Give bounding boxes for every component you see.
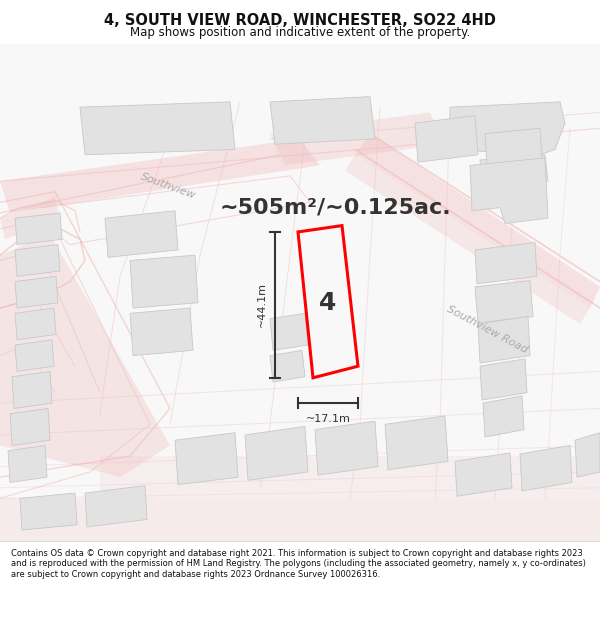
Text: Southview Road: Southview Road xyxy=(445,304,529,355)
Polygon shape xyxy=(480,155,548,186)
Polygon shape xyxy=(270,313,308,351)
Polygon shape xyxy=(15,244,60,276)
Polygon shape xyxy=(245,426,308,481)
Polygon shape xyxy=(100,456,600,498)
Polygon shape xyxy=(175,432,238,484)
Polygon shape xyxy=(475,281,533,323)
Polygon shape xyxy=(455,453,512,496)
Polygon shape xyxy=(0,139,320,213)
Polygon shape xyxy=(385,416,448,470)
Text: ~17.1m: ~17.1m xyxy=(305,414,350,424)
Polygon shape xyxy=(12,371,52,409)
Polygon shape xyxy=(483,396,524,437)
Polygon shape xyxy=(478,316,530,363)
Text: Map shows position and indicative extent of the property.: Map shows position and indicative extent… xyxy=(130,26,470,39)
Polygon shape xyxy=(315,421,378,475)
Polygon shape xyxy=(270,351,305,382)
Polygon shape xyxy=(520,446,572,491)
Text: Southview: Southview xyxy=(139,172,197,201)
Polygon shape xyxy=(345,155,590,324)
Polygon shape xyxy=(480,359,527,400)
Polygon shape xyxy=(470,158,548,224)
Polygon shape xyxy=(270,97,375,144)
Polygon shape xyxy=(0,197,60,239)
Polygon shape xyxy=(0,498,600,541)
Polygon shape xyxy=(485,128,542,166)
Text: 4: 4 xyxy=(319,291,337,315)
Polygon shape xyxy=(130,308,193,356)
Polygon shape xyxy=(415,116,478,162)
Polygon shape xyxy=(85,486,147,527)
Polygon shape xyxy=(270,112,445,166)
Polygon shape xyxy=(15,340,54,371)
Text: ~505m²/~0.125ac.: ~505m²/~0.125ac. xyxy=(220,198,452,217)
Polygon shape xyxy=(80,102,235,155)
Text: 4, SOUTH VIEW ROAD, WINCHESTER, SO22 4HD: 4, SOUTH VIEW ROAD, WINCHESTER, SO22 4HD xyxy=(104,13,496,28)
Polygon shape xyxy=(15,213,62,244)
Polygon shape xyxy=(575,432,600,478)
Polygon shape xyxy=(15,308,56,340)
Text: Contains OS data © Crown copyright and database right 2021. This information is : Contains OS data © Crown copyright and d… xyxy=(11,549,586,579)
Polygon shape xyxy=(15,276,58,308)
Polygon shape xyxy=(8,446,47,483)
Polygon shape xyxy=(20,493,77,530)
Text: ~44.1m: ~44.1m xyxy=(257,282,267,328)
Polygon shape xyxy=(355,134,600,308)
Polygon shape xyxy=(10,409,50,446)
Polygon shape xyxy=(475,242,537,284)
Polygon shape xyxy=(450,102,565,155)
Polygon shape xyxy=(0,234,170,478)
Polygon shape xyxy=(105,211,178,258)
Polygon shape xyxy=(130,255,198,308)
